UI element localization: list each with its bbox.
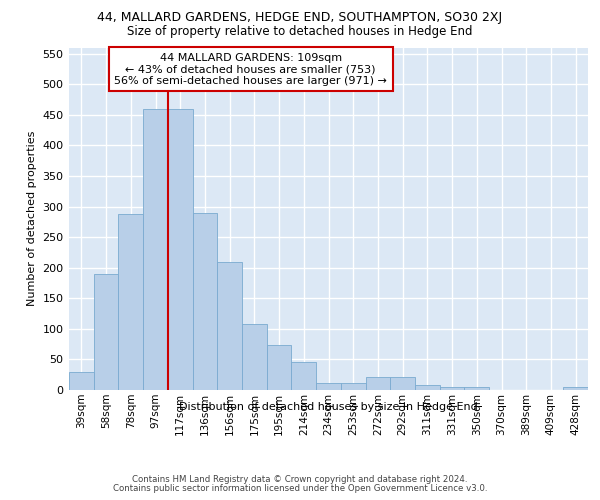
Text: Contains public sector information licensed under the Open Government Licence v3: Contains public sector information licen… [113,484,487,493]
Bar [365,377,390,390]
Bar [94,274,118,390]
Bar [242,324,267,390]
Text: 44 MALLARD GARDENS: 109sqm
← 43% of detached houses are smaller (753)
56% of sem: 44 MALLARD GARDENS: 109sqm ← 43% of deta… [114,52,387,86]
Bar [316,382,341,390]
Text: 44, MALLARD GARDENS, HEDGE END, SOUTHAMPTON, SO30 2XJ: 44, MALLARD GARDENS, HEDGE END, SOUTHAMP… [97,11,503,24]
Bar [193,212,217,390]
Bar [118,214,143,390]
Text: Distribution of detached houses by size in Hedge End: Distribution of detached houses by size … [179,402,478,412]
Bar [292,362,316,390]
Bar [341,382,365,390]
Bar [168,108,193,390]
Bar [440,387,464,390]
Bar [415,385,440,390]
Bar [143,108,168,390]
Text: Size of property relative to detached houses in Hedge End: Size of property relative to detached ho… [127,25,473,38]
Bar [464,387,489,390]
Bar [390,377,415,390]
Y-axis label: Number of detached properties: Number of detached properties [27,131,37,306]
Bar [69,372,94,390]
Bar [563,387,588,390]
Text: Contains HM Land Registry data © Crown copyright and database right 2024.: Contains HM Land Registry data © Crown c… [132,475,468,484]
Bar [267,346,292,390]
Bar [217,262,242,390]
